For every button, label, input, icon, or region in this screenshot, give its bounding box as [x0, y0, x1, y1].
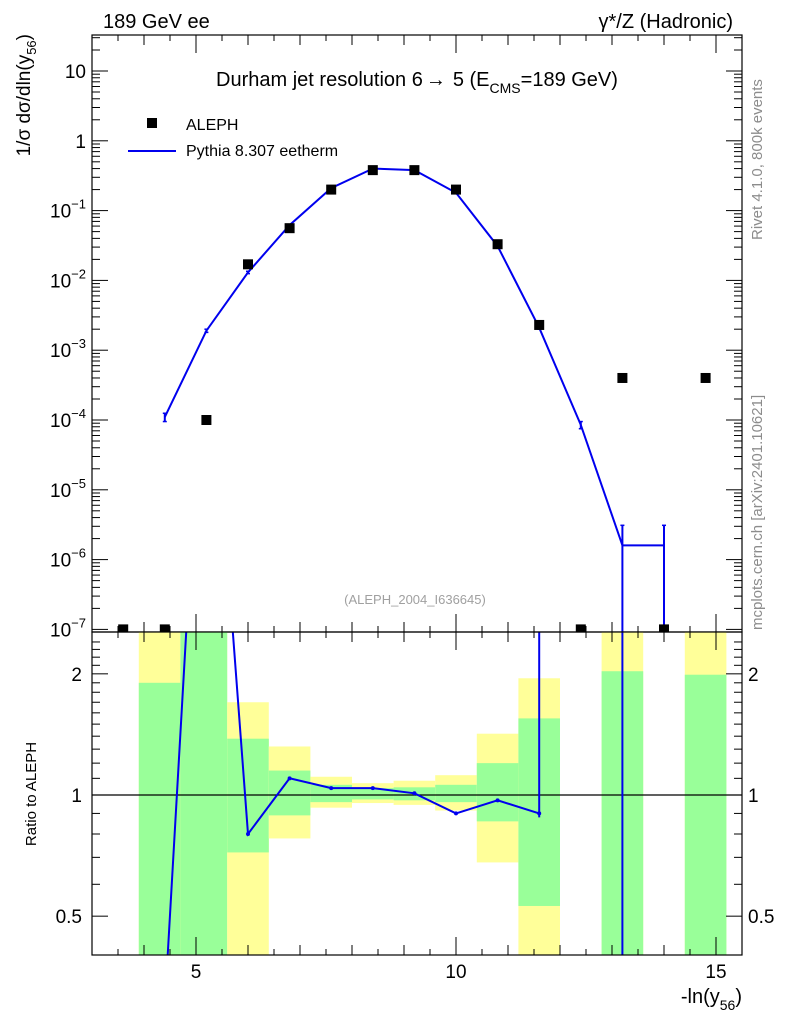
y-tick-label: 1	[75, 132, 86, 153]
aleph-point	[575, 624, 586, 632]
main-y-axis-label: 1/σ dσ/dln(y56)	[14, 34, 39, 156]
ratio-frame	[91, 631, 743, 956]
x-tick-label: 5	[191, 962, 202, 983]
aleph-point	[284, 223, 295, 234]
x-axis-label: -ln(y56)	[681, 986, 742, 1013]
legend-aleph-marker	[147, 118, 157, 128]
aleph-point	[159, 624, 170, 632]
band-green	[138, 682, 181, 955]
aleph-point	[367, 165, 378, 176]
aleph-point	[243, 259, 253, 270]
y-tick-label: 10−5	[50, 476, 86, 502]
aleph-point	[409, 165, 420, 176]
rivet-label: Rivet 4.1.0, 800k events	[749, 79, 766, 240]
ratio-point	[163, 1003, 167, 1007]
ratio-y-tick-label: 1	[71, 786, 82, 807]
y-tick-label: 10−7	[50, 615, 86, 641]
uncertainty-bands	[138, 632, 727, 955]
ratio-curve	[166, 632, 540, 955]
ratio-point	[246, 832, 250, 837]
aleph-point	[451, 184, 461, 195]
band-green	[180, 632, 228, 955]
mcplots-label: mcplots.cern.ch [arXiv:2401.10621]	[749, 395, 766, 630]
band-green	[476, 763, 519, 822]
y-tick-label: 10−2	[50, 266, 86, 292]
ratio-point	[204, 278, 208, 282]
aleph-point	[659, 624, 669, 632]
legend-pythia-label: Pythia 8.307 eetherm	[186, 143, 338, 160]
band-green	[310, 784, 352, 803]
aleph-point	[201, 415, 212, 425]
aleph-point	[534, 319, 545, 330]
pythia-tail	[579, 424, 624, 546]
legend: ALEPH Pythia 8.307 eetherm	[128, 117, 338, 160]
main-y-ticks	[92, 37, 742, 630]
ratio-y-tick-label-right: 2	[748, 665, 759, 686]
aleph-point	[617, 372, 628, 383]
band-green	[352, 788, 394, 800]
ratio-point	[412, 791, 417, 796]
ratio-y-tick-label-right: 1	[748, 786, 759, 807]
pythia-curve	[163, 167, 582, 426]
y-tick-label: 10	[65, 62, 86, 83]
aleph-series	[118, 165, 711, 632]
aleph-point	[326, 184, 337, 195]
watermark: (ALEPH_2004_I636645)	[344, 592, 486, 607]
pythia-series	[162, 167, 666, 632]
ratio-ticks: 2 2 1 1 0.5 0.5 5 10 15	[56, 632, 774, 983]
legend-aleph-label: ALEPH	[186, 117, 238, 134]
y-tick-label: 10−1	[50, 197, 86, 223]
main-y-tick-labels: 10 1 10−1 10−2 10−3 10−4 10−5 10−6 10−7	[50, 62, 86, 641]
ratio-pythia-series	[163, 278, 624, 1007]
ratio-point	[287, 776, 292, 781]
header-right: γ*/Z (Hadronic)	[599, 11, 733, 33]
y-tick-label: 10−3	[50, 336, 86, 362]
ratio-y-tick-label: 2	[71, 665, 82, 686]
ratio-y-tick-label-right: 0.5	[748, 907, 774, 928]
x-tick-label: 10	[445, 962, 466, 983]
ratio-point	[370, 786, 375, 791]
band-green	[435, 784, 477, 803]
ratio-plot: 2 2 1 1 0.5 0.5 5 10 15 Ratio to ALEPH -ln(y56)	[23, 278, 774, 1013]
main-x-ticks	[91, 35, 743, 632]
chart-title: Durham jet resolution 6 → 5 (ECMS=189 GeV)	[216, 69, 618, 96]
main-plot: 10 1 10−1 10−2 10−3 10−4 10−5 10−6 10−7 Durham j…	[14, 34, 743, 641]
header-left: 189 GeV ee	[103, 11, 210, 33]
ratio-point	[329, 786, 334, 791]
y-tick-label: 10−6	[50, 546, 86, 572]
x-tick-label: 15	[705, 962, 726, 983]
ratio-point	[495, 798, 500, 803]
ratio-y-tick-label: 0.5	[56, 907, 82, 928]
y-tick-label: 10−4	[50, 406, 86, 432]
aleph-point	[118, 624, 129, 632]
aleph-point	[492, 239, 503, 250]
ratio-y-axis-label: Ratio to ALEPH	[23, 742, 40, 846]
aleph-point	[700, 372, 711, 383]
band-green	[684, 674, 727, 955]
ratio-point	[454, 811, 458, 816]
